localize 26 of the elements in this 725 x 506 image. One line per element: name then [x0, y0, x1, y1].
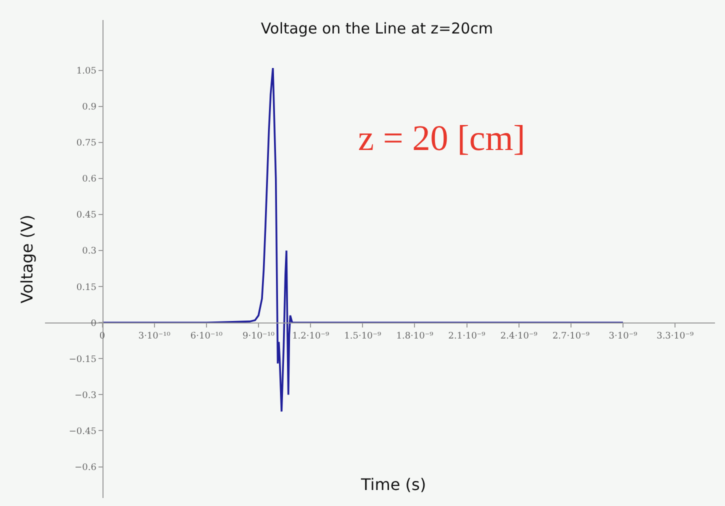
- y-tick-label: 0.9: [82, 102, 97, 113]
- x-tick-label: 1.5·10⁻⁹: [344, 331, 382, 342]
- y-tick-label: −0.45: [68, 426, 97, 437]
- x-tick-label: 1.2·10⁻⁹: [292, 331, 330, 342]
- y-tick-label: 0.75: [76, 138, 97, 149]
- x-tick-label: 3·10⁻⁹: [608, 331, 638, 342]
- y-tick-label: 0.15: [76, 282, 97, 293]
- x-tick-label: 9·10⁻¹⁰: [242, 331, 275, 342]
- x-tick-label: 3·10⁻¹⁰: [138, 331, 171, 342]
- y-axis-title: Voltage (V): [17, 214, 36, 304]
- y-tick-label: 0.3: [82, 246, 97, 257]
- y-tick-label: 1.05: [76, 66, 97, 77]
- x-tick-label: 2.4·10⁻⁹: [500, 331, 538, 342]
- x-tick-label: 2.7·10⁻⁹: [552, 331, 590, 342]
- chart-title: Voltage on the Line at z=20cm: [260, 19, 494, 38]
- y-tick-label: −0.15: [68, 354, 97, 365]
- x-tick-label: 3.3·10⁻⁹: [656, 331, 694, 342]
- x-tick-label: 1.8·10⁻⁹: [396, 331, 434, 342]
- annotation: z = 20 [cm]: [358, 118, 526, 158]
- x-tick-label: 6·10⁻¹⁰: [190, 331, 223, 342]
- y-tick-label: −0.6: [74, 462, 97, 473]
- x-tick-label: 2.1·10⁻⁹: [448, 331, 486, 342]
- y-tick-label: 0.6: [82, 174, 97, 185]
- y-tick-label: −0.3: [74, 390, 97, 401]
- x-axis-title: Time (s): [360, 475, 426, 494]
- y-tick-label: 0.45: [76, 210, 97, 221]
